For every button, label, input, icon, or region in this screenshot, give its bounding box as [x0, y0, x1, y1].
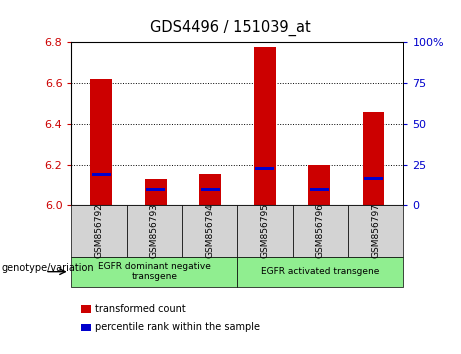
Bar: [364, 177, 383, 181]
Text: GSM856797: GSM856797: [371, 204, 380, 258]
Bar: [145, 179, 167, 205]
Text: percentile rank within the sample: percentile rank within the sample: [95, 322, 260, 332]
Text: genotype/variation: genotype/variation: [1, 263, 94, 273]
Bar: [90, 79, 112, 205]
Bar: [92, 173, 111, 176]
Text: EGFR activated transgene: EGFR activated transgene: [261, 267, 379, 276]
Bar: [254, 46, 276, 205]
Text: EGFR dominant negative
transgene: EGFR dominant negative transgene: [98, 262, 211, 281]
Bar: [201, 188, 220, 190]
Text: GSM856796: GSM856796: [316, 204, 325, 258]
Text: GSM856794: GSM856794: [205, 204, 214, 258]
Bar: [309, 188, 329, 190]
Bar: [308, 165, 330, 205]
Text: transformed count: transformed count: [95, 304, 185, 314]
Bar: [362, 112, 384, 205]
Text: GSM856793: GSM856793: [150, 204, 159, 258]
Text: GSM856795: GSM856795: [260, 204, 270, 258]
Bar: [255, 167, 274, 170]
Bar: [199, 174, 221, 205]
Text: GSM856792: GSM856792: [95, 204, 104, 258]
Bar: [146, 188, 165, 190]
Text: GDS4496 / 151039_at: GDS4496 / 151039_at: [150, 19, 311, 36]
